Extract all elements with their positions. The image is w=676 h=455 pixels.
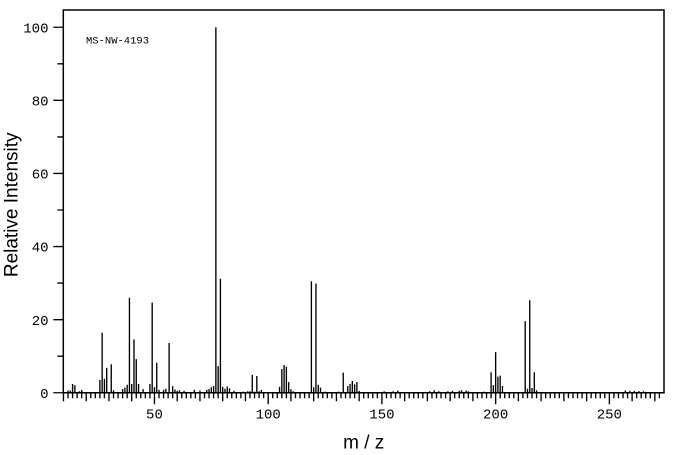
svg-text:150: 150	[369, 408, 394, 424]
svg-text:60: 60	[32, 168, 49, 184]
svg-text:50: 50	[146, 408, 163, 424]
svg-text:20: 20	[32, 314, 49, 330]
svg-text:Relative Intensity: Relative Intensity	[2, 132, 23, 277]
svg-text:100: 100	[256, 408, 281, 424]
svg-text:250: 250	[597, 408, 622, 424]
svg-text:m / z: m / z	[343, 433, 384, 454]
svg-text:MS-NW-4193: MS-NW-4193	[86, 36, 149, 48]
svg-text:80: 80	[32, 94, 49, 110]
svg-text:40: 40	[32, 241, 49, 257]
svg-text:200: 200	[483, 408, 508, 424]
svg-text:100: 100	[23, 21, 48, 37]
svg-text:0: 0	[40, 387, 48, 403]
